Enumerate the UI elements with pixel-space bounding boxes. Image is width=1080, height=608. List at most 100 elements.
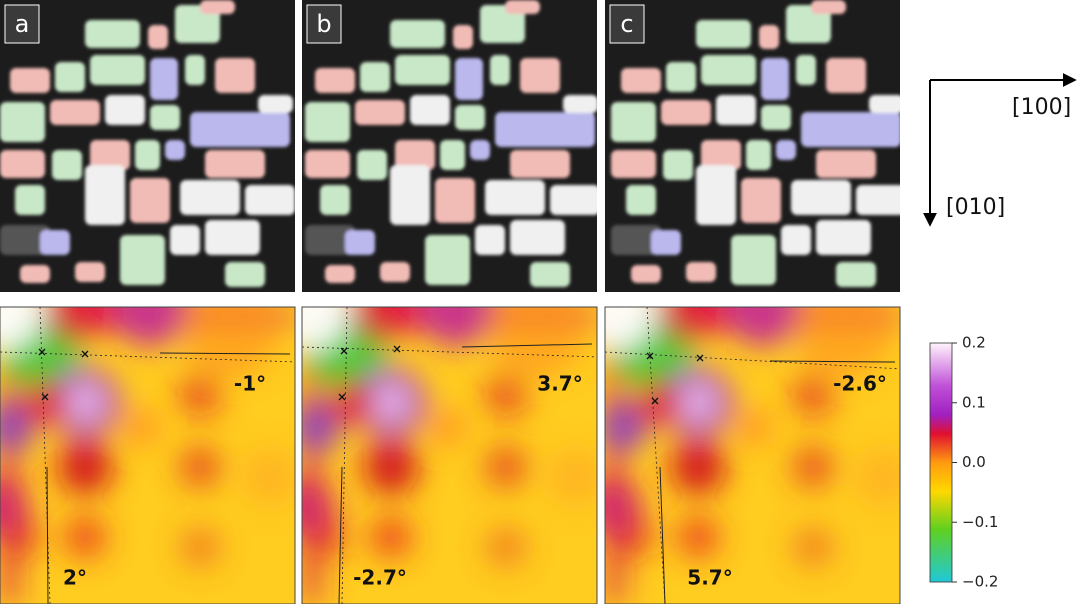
grain bbox=[811, 0, 846, 14]
blob bbox=[658, 307, 728, 342]
blob bbox=[548, 449, 597, 505]
grain bbox=[510, 150, 570, 178]
panel-label: a bbox=[15, 10, 30, 38]
grain bbox=[696, 165, 736, 225]
correlation-map bbox=[0, 307, 295, 604]
colorbar-tick-label: 0.2 bbox=[962, 334, 986, 352]
grain bbox=[796, 55, 816, 85]
colorbar-scale bbox=[929, 342, 953, 583]
grain bbox=[791, 180, 851, 215]
grain bbox=[190, 112, 290, 147]
grain bbox=[563, 95, 597, 113]
grain bbox=[701, 55, 756, 85]
angle-label: 3.7° bbox=[537, 372, 582, 396]
grain bbox=[485, 180, 545, 215]
grain bbox=[165, 140, 185, 160]
grain bbox=[0, 150, 45, 178]
grain bbox=[325, 265, 355, 283]
grain bbox=[205, 150, 265, 178]
colorbar: 0.2 0.1 0.0 −0.1 −0.2 bbox=[929, 334, 998, 591]
reference-line bbox=[46, 466, 49, 604]
grain bbox=[410, 95, 450, 125]
blob bbox=[676, 515, 720, 559]
grain bbox=[631, 265, 661, 283]
grain bbox=[360, 62, 390, 92]
blob bbox=[69, 386, 101, 418]
grain bbox=[320, 185, 350, 215]
grain bbox=[816, 220, 871, 255]
grain bbox=[105, 95, 145, 125]
label-box bbox=[306, 4, 342, 44]
blob bbox=[180, 527, 220, 567]
blob bbox=[23, 380, 67, 424]
grain bbox=[816, 150, 876, 178]
grain bbox=[520, 58, 560, 93]
blob bbox=[45, 307, 115, 342]
grain bbox=[480, 5, 525, 43]
grain bbox=[390, 165, 430, 225]
grain bbox=[686, 262, 716, 282]
blob bbox=[0, 307, 45, 352]
blob bbox=[682, 386, 714, 418]
grain bbox=[836, 262, 876, 287]
blob bbox=[486, 307, 586, 377]
blob bbox=[670, 439, 726, 495]
grain bbox=[90, 55, 145, 85]
angle-label: 5.7° bbox=[687, 566, 732, 590]
grain bbox=[440, 140, 465, 170]
grain bbox=[258, 95, 293, 113]
grain bbox=[55, 62, 85, 92]
reference-line bbox=[769, 360, 896, 363]
grain bbox=[345, 230, 375, 255]
grain bbox=[621, 68, 661, 93]
panels: a b c bbox=[0, 0, 900, 604]
blob bbox=[484, 373, 528, 417]
blob bbox=[484, 445, 528, 489]
micrograph: c bbox=[605, 0, 900, 292]
grain bbox=[455, 105, 485, 130]
grain bbox=[90, 140, 130, 170]
blob bbox=[636, 380, 680, 424]
blob bbox=[791, 373, 835, 417]
grain bbox=[150, 58, 178, 100]
grain bbox=[716, 95, 756, 125]
axis-label: [010] bbox=[946, 195, 1005, 220]
axis-arrows: [100] [010] bbox=[923, 73, 1077, 227]
colorbar-tick-label: −0.2 bbox=[962, 573, 998, 591]
grain bbox=[661, 100, 711, 125]
colorbar-tick-label: 0.1 bbox=[962, 393, 986, 411]
grain bbox=[170, 225, 200, 255]
grain bbox=[505, 0, 540, 14]
reference-line bbox=[338, 466, 343, 604]
grain bbox=[731, 235, 776, 285]
grain bbox=[826, 58, 866, 93]
angle-label: 2° bbox=[63, 566, 87, 590]
grain bbox=[85, 20, 140, 48]
colorbar-tick-label: −0.1 bbox=[962, 513, 998, 531]
grain bbox=[50, 100, 100, 125]
blob bbox=[302, 477, 336, 537]
grains bbox=[611, 0, 900, 287]
blob bbox=[416, 307, 496, 347]
blob bbox=[791, 445, 835, 489]
grain bbox=[355, 100, 405, 125]
grain bbox=[746, 140, 771, 170]
blobs bbox=[302, 307, 597, 604]
blob bbox=[793, 307, 893, 377]
grain bbox=[0, 225, 50, 255]
blob bbox=[605, 477, 643, 537]
blob bbox=[302, 402, 341, 452]
grain bbox=[611, 225, 661, 255]
grain bbox=[225, 262, 265, 287]
blob bbox=[120, 407, 160, 447]
grain bbox=[611, 150, 656, 178]
grains bbox=[305, 0, 597, 287]
blob bbox=[605, 402, 648, 452]
grain bbox=[245, 185, 295, 215]
peak-marker bbox=[696, 354, 704, 362]
grain bbox=[663, 150, 693, 180]
blob bbox=[605, 307, 658, 352]
peak-marker bbox=[81, 350, 89, 358]
blob bbox=[363, 439, 419, 495]
grain bbox=[315, 68, 355, 93]
